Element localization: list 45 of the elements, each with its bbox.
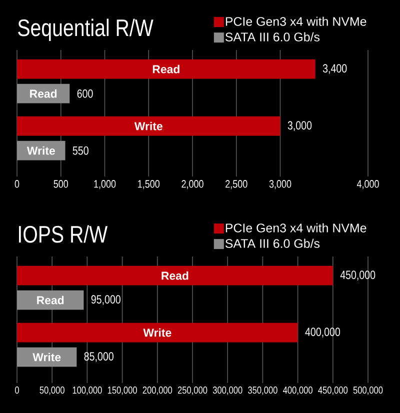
x-tick-label: 0 [14, 180, 20, 188]
bar [17, 266, 333, 286]
x-tick-label: 150,000 [108, 386, 137, 395]
x-tick-label: 3,000 [269, 180, 292, 190]
x-tick-label: 500,000 [353, 386, 383, 395]
data-label: 550 [72, 146, 88, 155]
x-tick-label: 350,000 [248, 386, 278, 395]
x-tick-label: 200,000 [142, 386, 172, 395]
data-label: 600 [77, 89, 93, 98]
chart-title: IOPS R/W [19, 225, 108, 243]
x-tick-label: 2,500 [226, 180, 248, 190]
x-tick-label: 500 [54, 180, 68, 188]
x-tick-label: 50,000 [40, 386, 64, 395]
data-label: 3,400 [322, 64, 347, 74]
x-tick-label: 4,000 [356, 180, 379, 190]
x-tick-label: 1,500 [138, 180, 160, 190]
x-tick-label: 2,000 [182, 180, 204, 190]
data-label: 95,000 [91, 295, 120, 306]
x-tick-label: 1,000 [94, 180, 116, 190]
legend-label: SATA III 6.0 Gb/s [225, 238, 320, 248]
bar [17, 290, 84, 310]
bar [17, 116, 280, 136]
bar [17, 322, 298, 342]
x-tick-label: 250,000 [178, 386, 208, 395]
category-label: Read [162, 271, 188, 280]
bar [17, 84, 70, 104]
category-label: Write [143, 328, 172, 337]
x-tick-label: 300,000 [212, 386, 242, 395]
y-tick-label: Read [30, 89, 57, 98]
data-label: 3,000 [288, 121, 312, 132]
data-label: 400,000 [305, 328, 340, 338]
x-tick-label: 450,000 [318, 386, 348, 395]
legend-label: SATA III 6.0 Gb/s [225, 32, 320, 42]
data-label: 450,000 [340, 270, 376, 281]
y-tick-label: Write [32, 352, 61, 362]
chart-title: Sequential R/W [18, 18, 154, 41]
category-label: Read [152, 64, 180, 74]
data-label: 85,000 [84, 352, 114, 362]
x-tick-label: 100,000 [72, 386, 102, 395]
category-label: Write [134, 122, 162, 130]
legend-label: PCIe Gen3 x4 with NVMe [226, 223, 366, 232]
bar [17, 59, 316, 79]
x-tick-label: 400,000 [283, 386, 312, 395]
x-tick-label: 0 [15, 386, 19, 394]
legend-label: PCIe Gen3 x4 with NVMe [226, 16, 366, 26]
